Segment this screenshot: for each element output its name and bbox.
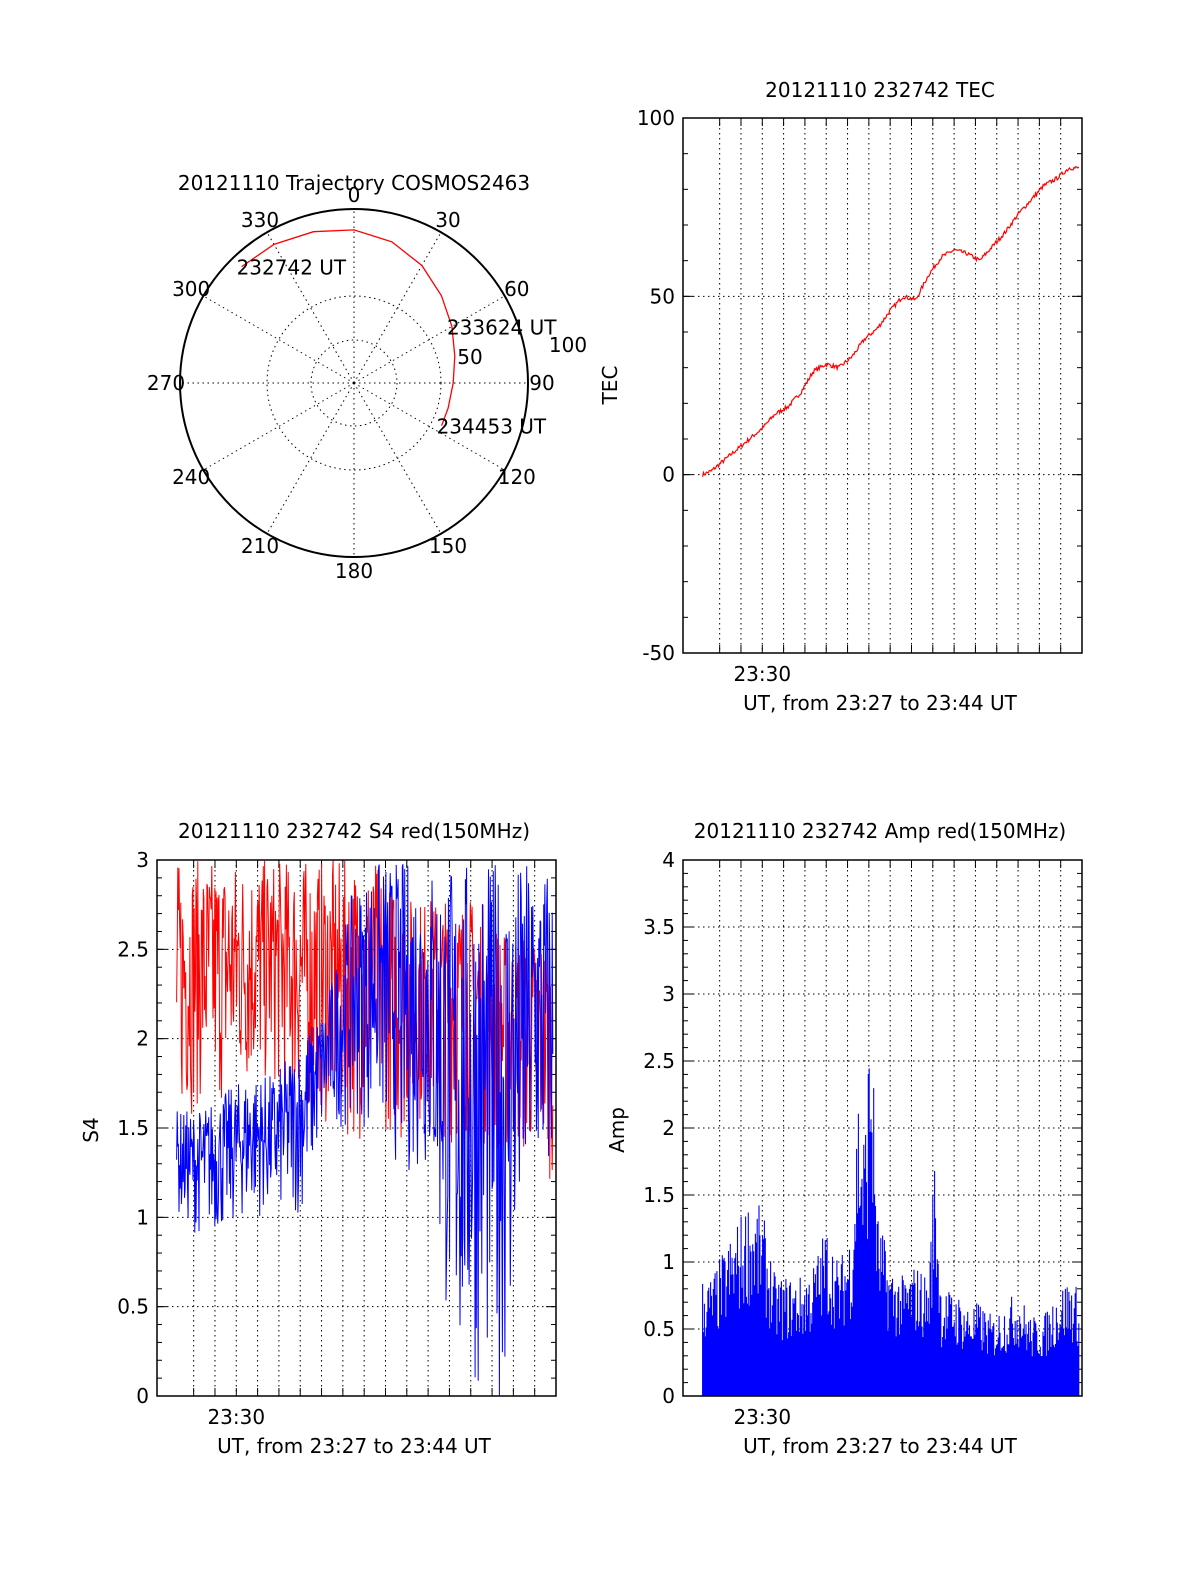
amp-plot: 0 0.5 1 1.5 2 2.5 3 3.5 4 23:30 xyxy=(643,848,1083,1429)
polar-ring-1 xyxy=(310,339,398,427)
amp-ylabel: Amp xyxy=(605,1107,629,1153)
s4-title: 20121110 232742 S4 red(150MHz) xyxy=(178,819,530,843)
amp-xlabel: UT, from 23:27 to 23:44 UT xyxy=(743,1434,1018,1458)
polar-angle-label: 240 xyxy=(172,465,210,489)
polar-angle-label: 120 xyxy=(498,465,536,489)
polar-radial-label: 50 xyxy=(457,345,482,369)
s4-plot: 0 0.5 1 1.5 2 2.5 3 23:30 xyxy=(117,848,557,1429)
trajectory-time-label: 234453 UT xyxy=(437,415,547,439)
y-tick-label: 50 xyxy=(650,284,675,308)
tec-ylabel: TEC xyxy=(598,366,622,406)
y-tick-label: 1.5 xyxy=(643,1183,675,1207)
trajectory-line-0 xyxy=(241,229,456,426)
s4-panel: 20121110 232742 S4 red(150MHz) S4 UT, fr… xyxy=(79,819,557,1458)
y-tick-label: 0 xyxy=(136,1384,149,1408)
tec-series-line-0 xyxy=(702,165,1080,477)
polar-spoke-150 xyxy=(353,382,442,534)
polar-angle-label: 0 xyxy=(348,183,361,207)
tec-xlabel: UT, from 23:27 to 23:44 UT xyxy=(743,691,1018,715)
polar-spoke-210 xyxy=(266,382,355,534)
trajectory-annotations: 232742 UT 233624 UT 234453 UT xyxy=(237,256,558,439)
tec-panel: 20121110 232742 TEC TEC UT, from 23:27 t… xyxy=(598,78,1083,715)
y-tick-label: 4 xyxy=(662,848,675,872)
amp-series-base-0 xyxy=(702,1242,1079,1396)
y-tick-label: 3 xyxy=(662,982,675,1006)
polar-angle-label: 180 xyxy=(335,559,373,583)
trajectory-time-label: 232742 UT xyxy=(237,256,347,280)
trajectory-time-label: 233624 UT xyxy=(447,315,557,339)
y-tick-label: 100 xyxy=(637,106,675,130)
y-tick-label: 3 xyxy=(136,848,149,872)
y-tick-label: 2 xyxy=(136,1027,149,1051)
polar-ring-0 xyxy=(266,295,442,471)
y-tick-label: 0.5 xyxy=(117,1295,149,1319)
y-tick-label: 1.5 xyxy=(117,1116,149,1140)
amp-title: 20121110 232742 Amp red(150MHz) xyxy=(694,819,1066,843)
trajectory-track xyxy=(241,229,456,426)
s4-plot-frame xyxy=(156,859,557,1397)
y-tick-label: 2.5 xyxy=(643,1049,675,1073)
y-tick-label: 0.5 xyxy=(643,1317,675,1341)
trajectory-title: 20121110 Trajectory COSMOS2463 xyxy=(178,171,530,195)
x-tick-label: 23:30 xyxy=(207,1405,265,1429)
polar-angle-label: 30 xyxy=(435,208,460,232)
polar-outer-circle xyxy=(179,208,529,558)
polar-radial-label: 100 xyxy=(549,333,587,357)
tec-plot: -50 0 50 100 23:30 xyxy=(637,106,1083,686)
amp-panel: 20121110 232742 Amp red(150MHz) Amp UT, … xyxy=(605,819,1083,1458)
y-tick-label: -50 xyxy=(642,641,675,665)
polar-angle-label: 90 xyxy=(529,371,554,395)
y-tick-label: 2.5 xyxy=(117,937,149,961)
polar-angle-label: 150 xyxy=(429,534,467,558)
polar-spoke-120 xyxy=(353,382,505,471)
s4-ylabel: S4 xyxy=(79,1117,103,1142)
polar-angle-label: 210 xyxy=(241,534,279,558)
polar-grid xyxy=(179,208,529,558)
trajectory-panel: 20121110 Trajectory COSMOS2463 0 30 60 90 12… xyxy=(147,171,587,583)
polar-angle-labels: 0 30 60 90 120 150 180 210 240 270 300 330 50 100 xyxy=(147,183,587,583)
polar-spoke-240 xyxy=(203,382,355,471)
polar-spoke-60 xyxy=(353,295,505,384)
polar-angle-label: 60 xyxy=(504,277,529,301)
x-tick-label: 23:30 xyxy=(733,662,791,686)
tec-title: 20121110 232742 TEC xyxy=(765,78,995,102)
polar-spoke-300 xyxy=(203,295,355,384)
polar-angle-label: 270 xyxy=(147,371,185,395)
s4-series-line-1 xyxy=(176,864,554,1396)
polar-angle-label: 330 xyxy=(241,208,279,232)
x-tick-label: 23:30 xyxy=(733,1405,791,1429)
s4-xlabel: UT, from 23:27 to 23:44 UT xyxy=(217,1434,492,1458)
polar-spoke-30 xyxy=(353,232,442,384)
y-tick-label: 1 xyxy=(662,1250,675,1274)
y-tick-label: 0 xyxy=(662,463,675,487)
tec-plot-frame xyxy=(682,117,1083,654)
y-tick-label: 1 xyxy=(136,1205,149,1229)
amp-plot-frame xyxy=(682,859,1083,1397)
y-tick-label: 3.5 xyxy=(643,915,675,939)
polar-angle-label: 300 xyxy=(172,277,210,301)
polar-spoke-330 xyxy=(266,232,355,384)
y-tick-label: 2 xyxy=(662,1116,675,1140)
y-tick-label: 0 xyxy=(662,1384,675,1408)
